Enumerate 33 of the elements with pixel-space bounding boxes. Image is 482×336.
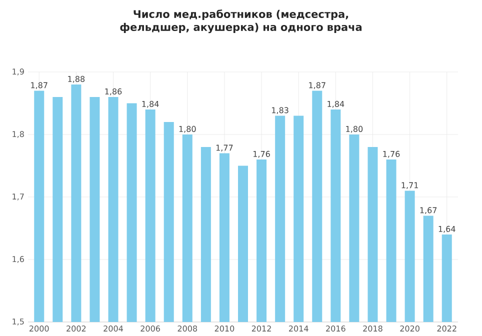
y-tick-label: 1,7 xyxy=(12,194,24,200)
x-tick-label: 2020 xyxy=(400,326,420,332)
data-label: 1,80 xyxy=(179,126,196,133)
y-tick-label: 1,5 xyxy=(12,318,24,326)
data-label: 1,87 xyxy=(309,82,326,90)
x-tick-label: 2010 xyxy=(214,326,234,332)
data-label: 1,80 xyxy=(346,126,363,133)
x-tick-label: 2002 xyxy=(66,326,86,332)
data-label: 1,88 xyxy=(68,76,85,83)
data-label: 1,67 xyxy=(420,207,437,214)
data-label: 1,87 xyxy=(31,82,48,90)
data-label: 1,76 xyxy=(383,150,400,158)
y-tick-label: 1,6 xyxy=(12,256,24,263)
x-tick-label: 2012 xyxy=(252,326,271,332)
data-label: 1,83 xyxy=(272,107,288,114)
data-label: 1,84 xyxy=(328,100,344,108)
y-tick-label: 1,9 xyxy=(12,68,24,76)
data-label: 1,86 xyxy=(105,88,122,96)
data-label: 1,64 xyxy=(438,226,456,233)
x-tick-label: 2006 xyxy=(140,326,160,332)
x-tick-label: 2016 xyxy=(326,326,346,332)
data-label: 1,76 xyxy=(254,150,270,158)
y-tick-label: 1,8 xyxy=(12,131,24,138)
data-label: 1,71 xyxy=(402,182,418,190)
data-label: 1,84 xyxy=(142,100,159,108)
chart-title: Число мед.работников (медсестра, фельдшер, акушерка) на одного врача xyxy=(120,10,362,34)
x-tick-label: 2000 xyxy=(30,326,49,332)
x-tick-label: 2008 xyxy=(178,326,198,332)
data-label: 1,77 xyxy=(216,144,233,152)
x-tick-label: 2014 xyxy=(289,326,308,332)
x-tick-label: 2022 xyxy=(437,326,456,332)
x-tick-label: 2004 xyxy=(104,326,123,332)
x-tick-label: 2018 xyxy=(363,326,382,332)
